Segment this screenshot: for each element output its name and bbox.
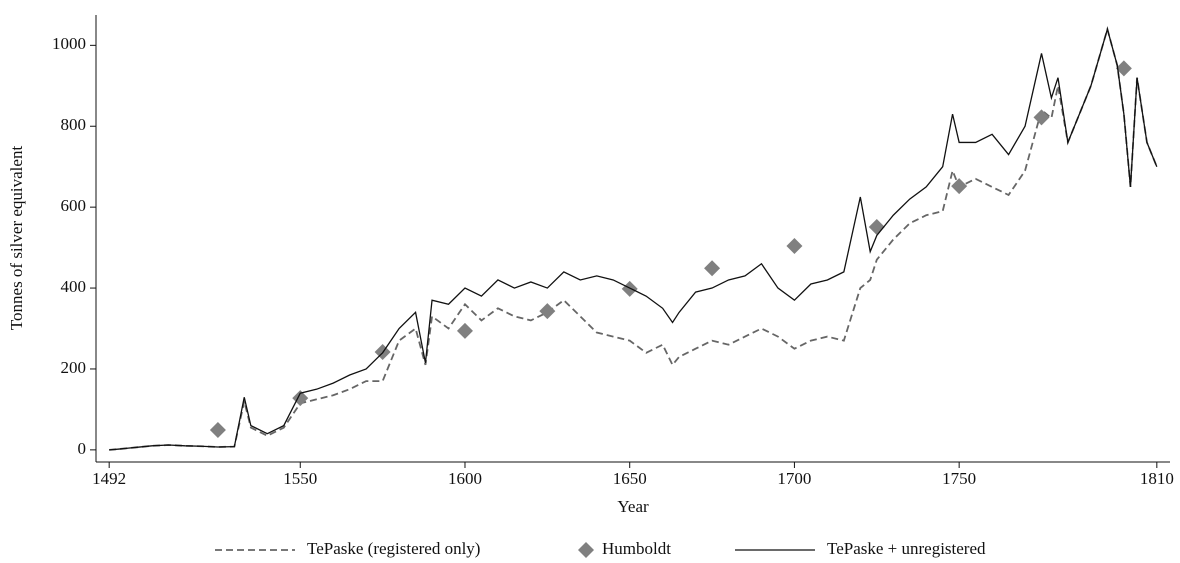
- diamond-marker: [786, 237, 803, 254]
- legend-label: Humboldt: [602, 539, 671, 558]
- y-tick-label: 400: [61, 277, 87, 296]
- diamond-marker: [951, 178, 968, 195]
- line: [109, 26, 1158, 451]
- x-tick-label: 1700: [777, 469, 811, 488]
- x-axis-label: Year: [617, 497, 649, 516]
- diamond-marker: [539, 303, 556, 320]
- y-tick-label: 800: [61, 115, 87, 134]
- diamond-marker: [209, 422, 226, 439]
- diamond-marker: [704, 260, 721, 277]
- diamond-marker: [1033, 109, 1050, 126]
- y-tick-label: 1000: [52, 34, 86, 53]
- x-tick-label: 1550: [283, 469, 317, 488]
- x-tick-label: 1492: [92, 469, 126, 488]
- legend-swatch: [578, 542, 594, 558]
- diamond-marker: [456, 322, 473, 339]
- line: [109, 25, 1158, 451]
- x-tick-label: 1750: [942, 469, 976, 488]
- diamond-marker: [621, 280, 638, 297]
- y-tick-label: 600: [61, 196, 87, 215]
- x-tick-label: 1600: [448, 469, 482, 488]
- y-tick-label: 0: [78, 439, 87, 458]
- legend-label: TePaske (registered only): [307, 539, 480, 558]
- x-tick-label: 1810: [1140, 469, 1174, 488]
- legend-label: TePaske + unregistered: [827, 539, 986, 558]
- diamond-marker: [868, 218, 885, 235]
- diamond-marker: [1115, 60, 1132, 77]
- y-axis-label: Tonnes of silver equivalent: [7, 146, 26, 331]
- y-tick-label: 200: [61, 358, 87, 377]
- x-tick-label: 1650: [613, 469, 647, 488]
